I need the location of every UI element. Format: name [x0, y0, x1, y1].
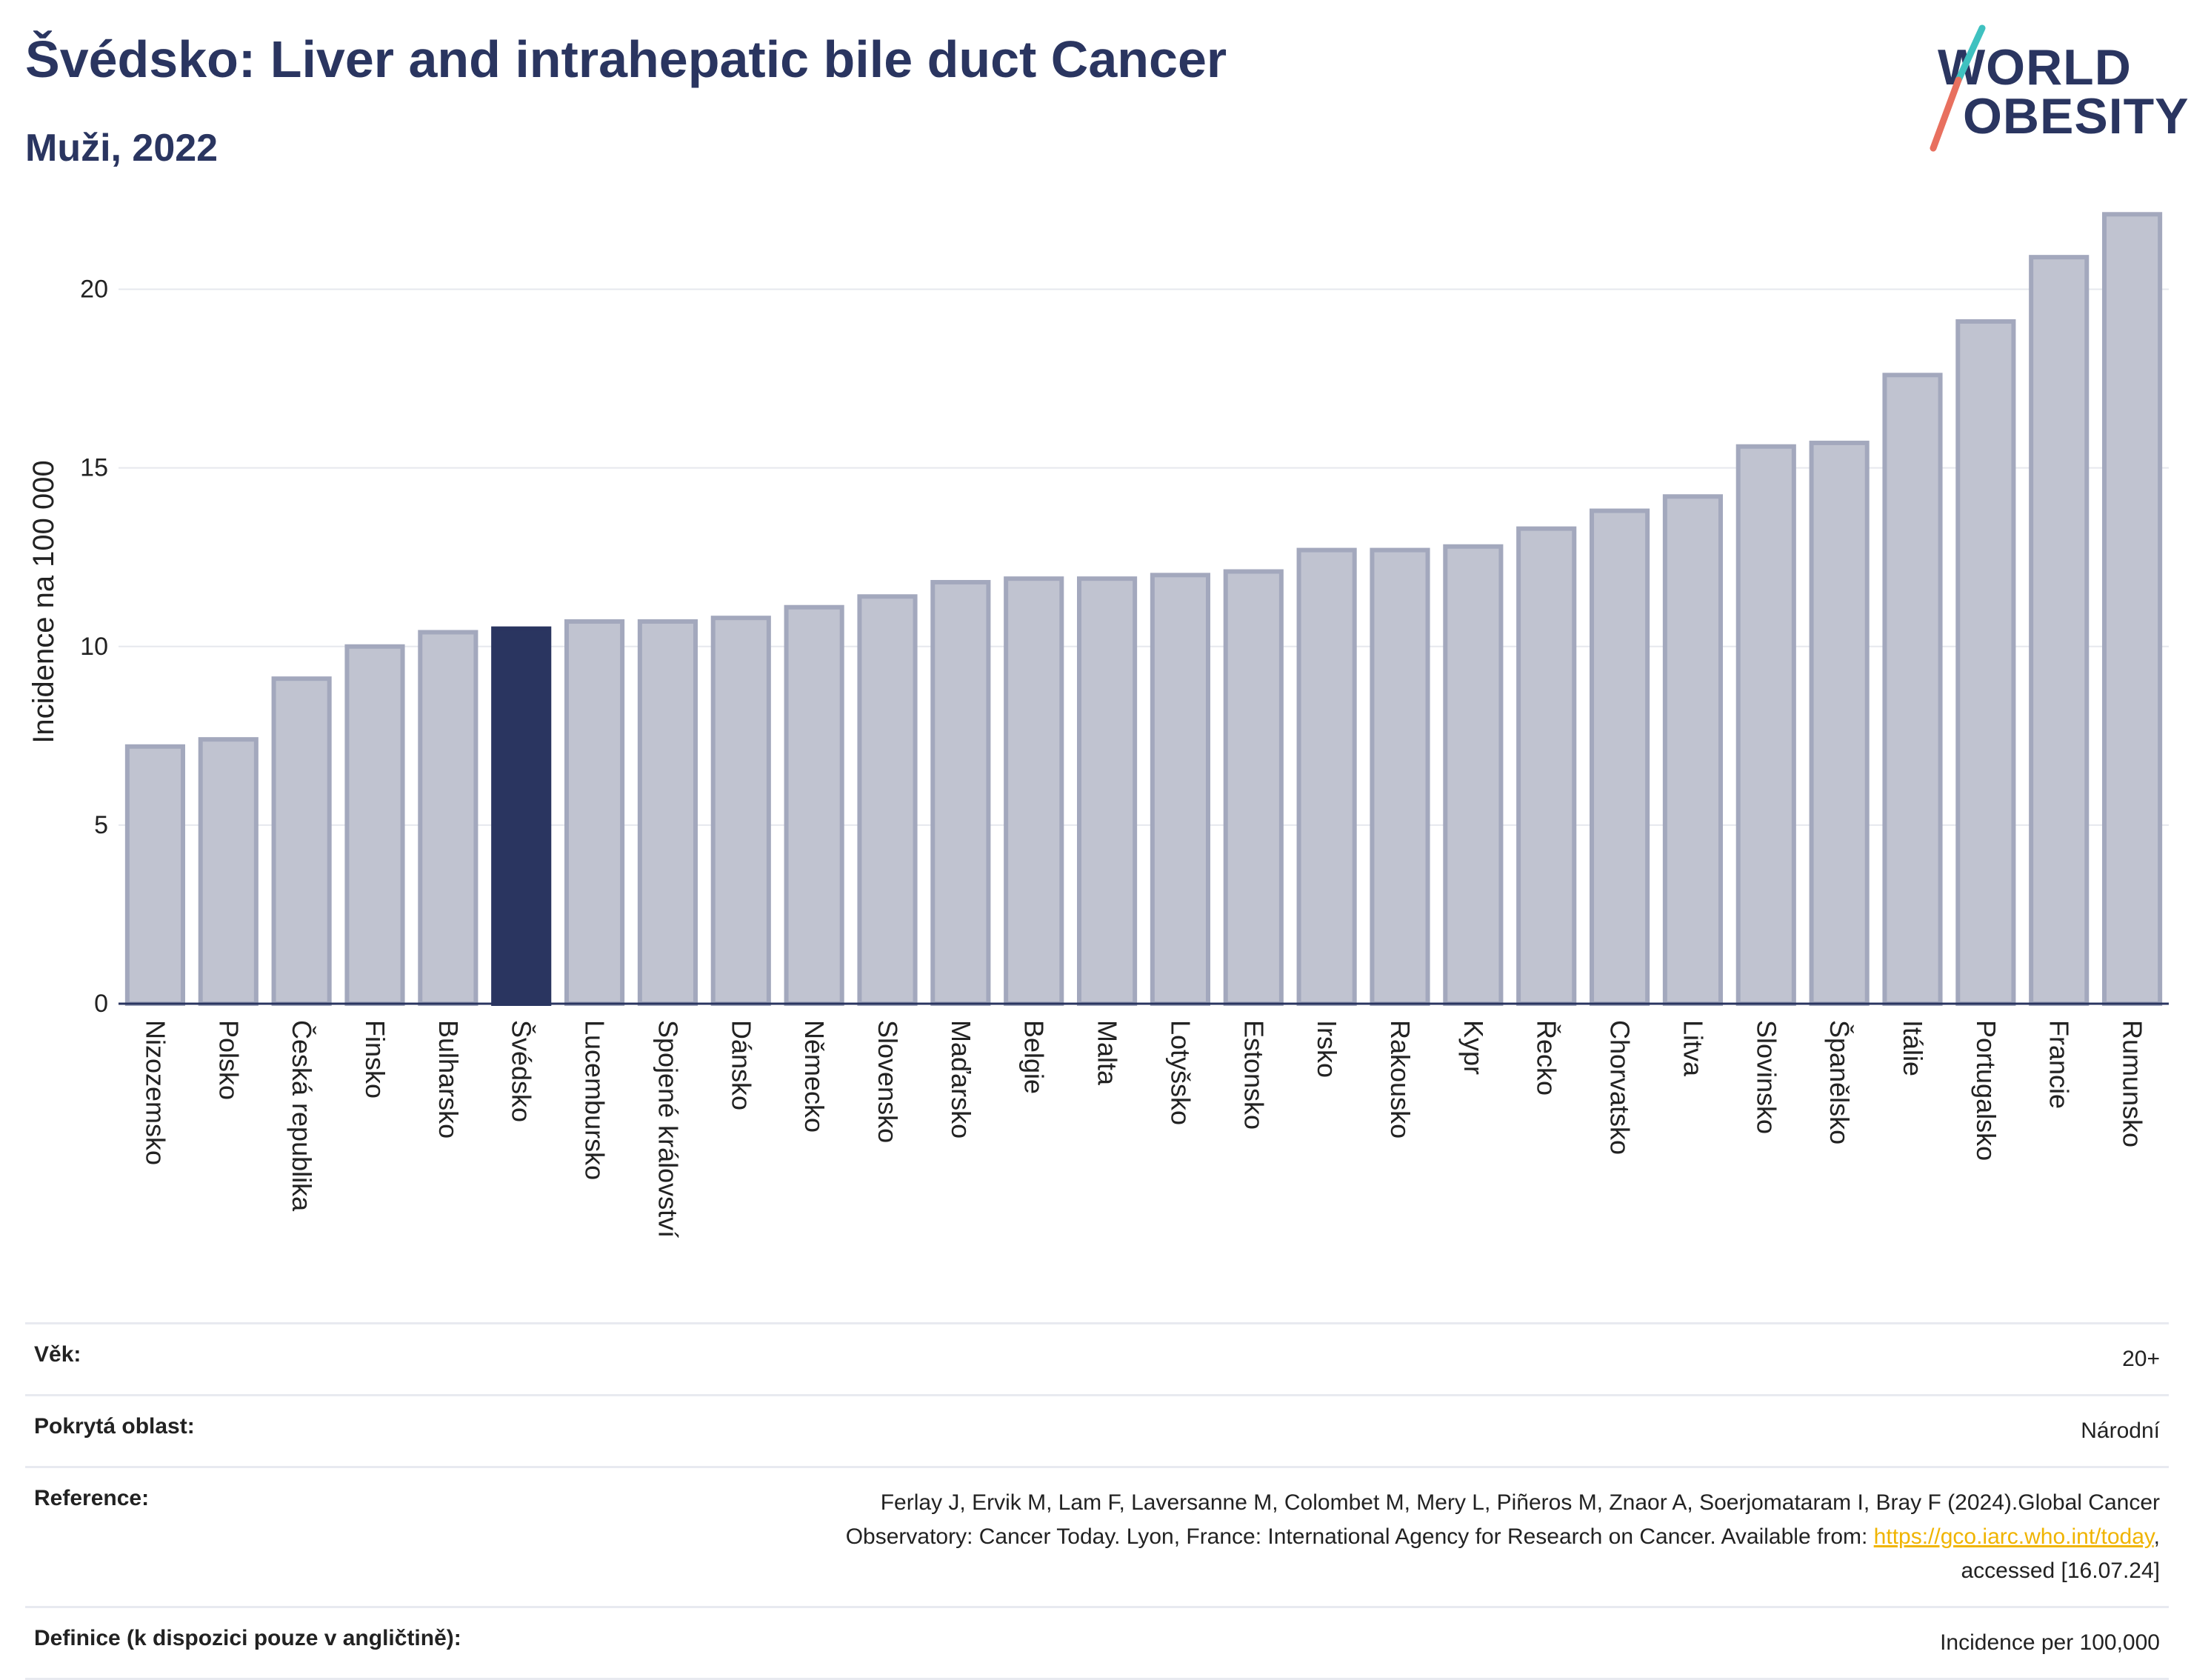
x-tick-label: Řecko: [1532, 1020, 1562, 1096]
info-label-age: Věk:: [34, 1342, 81, 1367]
x-tick-label: Rumunsko: [2118, 1020, 2148, 1147]
bar: [784, 604, 844, 1006]
bar: [1004, 576, 1064, 1006]
logo-text-obesity: OBESITY: [1963, 88, 2190, 144]
bar: [124, 744, 185, 1006]
info-row-age: Věk: 20+: [25, 1322, 2169, 1394]
info-label-area: Pokrytá oblast:: [34, 1414, 195, 1439]
info-label-definition: Definice (k dispozici pouze v angličtině…: [34, 1626, 461, 1650]
bar: [1882, 373, 1943, 1007]
bar: [1662, 494, 1723, 1006]
x-tick-label: Dánsko: [726, 1020, 756, 1110]
x-tick-label: Itálie: [1898, 1020, 1928, 1076]
reference-line-3: accessed [16.07.24]: [1961, 1559, 2160, 1583]
bar: [637, 619, 698, 1006]
info-table: Věk: 20+ Pokrytá oblast: Národní Referen…: [25, 1322, 2169, 1680]
info-label-reference: Reference:: [34, 1486, 150, 1510]
reference-link[interactable]: https://gco.iarc.who.int/today: [1873, 1524, 2154, 1549]
x-tick-label: Slovinsko: [1751, 1020, 1781, 1134]
bar: [1443, 544, 1504, 1006]
info-row-reference: Reference: Ferlay J, Ervik M, Lam F, Lav…: [25, 1466, 2169, 1606]
bar: [710, 616, 771, 1006]
page-subtitle: Muži, 2022: [25, 127, 219, 170]
x-tick-label: Španělsko: [1824, 1020, 1855, 1144]
info-row-definition: Definice (k dispozici pouze v angličtině…: [25, 1606, 2169, 1680]
y-tick-label: 5: [94, 811, 108, 839]
bar: [2102, 212, 2163, 1006]
reference-line-2: Observatory: Cancer Today. Lyon, France:…: [845, 1524, 1874, 1549]
y-tick-label: 15: [80, 454, 108, 482]
bar: [1223, 569, 1284, 1006]
x-tick-label: Francie: [2044, 1020, 2075, 1109]
bar: [198, 737, 259, 1007]
bar: [1516, 526, 1577, 1006]
x-tick-label: Irsko: [1312, 1020, 1342, 1078]
info-value-age: 20+: [2122, 1347, 2160, 1371]
bar: [1150, 573, 1210, 1006]
info-value-reference: Ferlay J, Ervik M, Lam F, Laversanne M, …: [846, 1486, 2160, 1588]
bar: [930, 579, 991, 1006]
bar: [1370, 547, 1430, 1007]
x-tick-label: Kypr: [1458, 1020, 1489, 1075]
bar: [1590, 508, 1650, 1006]
y-tick-label: 10: [80, 633, 108, 661]
bar-highlighted: [491, 626, 552, 1007]
x-tick-label: Německo: [799, 1020, 830, 1133]
bar: [564, 619, 625, 1006]
x-tick-label: Chorvatsko: [1605, 1020, 1635, 1155]
x-tick-label: Spojené království: [653, 1020, 683, 1238]
world-obesity-logo: WORLD OBESITY: [1926, 21, 2189, 161]
x-tick-label: Portugalsko: [1971, 1020, 2001, 1161]
reference-line-2-end: ,: [2153, 1524, 2160, 1549]
bar: [418, 630, 478, 1006]
x-tick-label: Bulharsko: [433, 1020, 464, 1139]
bar: [1955, 319, 2016, 1006]
bar: [1809, 440, 1870, 1006]
reference-line-1: Ferlay J, Ervik M, Lam F, Laversanne M, …: [880, 1490, 2160, 1515]
x-tick-label: Finsko: [360, 1020, 390, 1099]
x-tick-label: Maďarsko: [946, 1020, 976, 1139]
x-tick-label: Švédsko: [507, 1020, 537, 1122]
bar: [1735, 444, 1796, 1006]
x-tick-label: Česká republika: [287, 1020, 317, 1212]
bar: [1077, 576, 1138, 1006]
bar-chart: 0 5 10 15 20 Incidence na 100 000 Nizozemsko Po…: [27, 212, 2169, 1238]
logo-slash-icon: [1930, 24, 1986, 152]
bar: [857, 594, 918, 1006]
y-axis-label: Incidence na 100 000: [27, 460, 60, 744]
x-tick-label: Lucembursko: [580, 1020, 610, 1180]
x-tick-label: Polsko: [213, 1020, 244, 1100]
x-tick-label: Belgie: [1019, 1020, 1050, 1094]
bar: [1296, 547, 1357, 1007]
x-tick-label: Rakousko: [1385, 1020, 1415, 1139]
bar: [344, 644, 405, 1006]
x-tick-label: Slovensko: [873, 1020, 903, 1143]
bar: [271, 676, 332, 1007]
x-tick-label: Lotyšsko: [1165, 1020, 1195, 1125]
y-tick-label: 20: [80, 276, 108, 304]
page-title: Švédsko: Liver and intrahepatic bile duc…: [25, 30, 1227, 88]
x-tick-label: Nizozemsko: [140, 1020, 170, 1165]
info-value-definition: Incidence per 100,000: [1940, 1630, 2160, 1655]
x-tick-label: Malta: [1093, 1020, 1123, 1086]
x-tick-label: Litva: [1678, 1020, 1708, 1077]
bar: [2029, 255, 2090, 1006]
info-value-area: Národní: [2081, 1419, 2160, 1443]
y-tick-label: 0: [94, 990, 108, 1018]
x-tick-label: Estonsko: [1238, 1020, 1269, 1130]
info-row-area: Pokrytá oblast: Národní: [25, 1394, 2169, 1466]
